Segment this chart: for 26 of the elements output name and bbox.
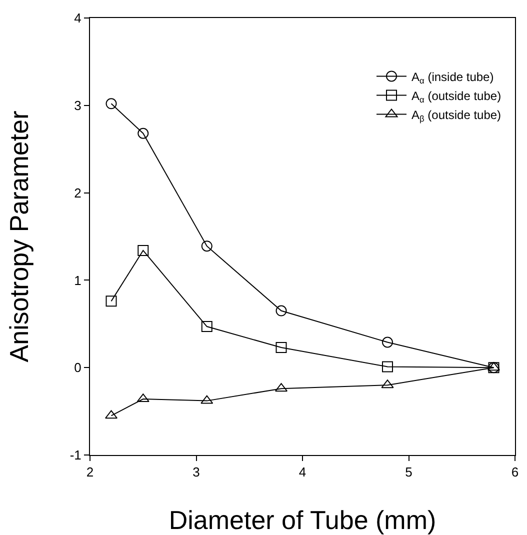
point (138, 244, 149, 256)
point (106, 98, 117, 110)
y-tick-label: -1 (70, 448, 82, 463)
legend-label: A$_{α}$ (inside tube) (412, 70, 494, 86)
point (276, 342, 287, 353)
x-tick-label: 3 (192, 464, 200, 480)
point (382, 336, 393, 348)
x-tick-label: 4 (298, 464, 306, 480)
y-tick-label: 3 (74, 98, 82, 113)
y-tick-label: 4 (74, 10, 82, 26)
x-tick-label: 2 (86, 464, 94, 480)
point (201, 240, 212, 252)
point (106, 296, 117, 307)
point (138, 128, 149, 139)
point (382, 361, 393, 372)
y-tick-label: 0 (74, 360, 82, 376)
legend-label: A$_{β}$ (outside tube) (412, 108, 502, 124)
point (201, 321, 212, 332)
y-tick-label: 1 (74, 272, 82, 288)
x-axis-title: Diameter of Tube (mm) (168, 505, 436, 535)
y-axis-title: Anisotropy Parameter (4, 110, 34, 362)
x-tick-label: 5 (405, 464, 412, 480)
y-tick-label: 2 (74, 185, 82, 200)
point (276, 305, 287, 316)
x-tick-label: 6 (511, 464, 519, 480)
legend-label: A$_{α}$ (outside tube) (412, 88, 502, 104)
